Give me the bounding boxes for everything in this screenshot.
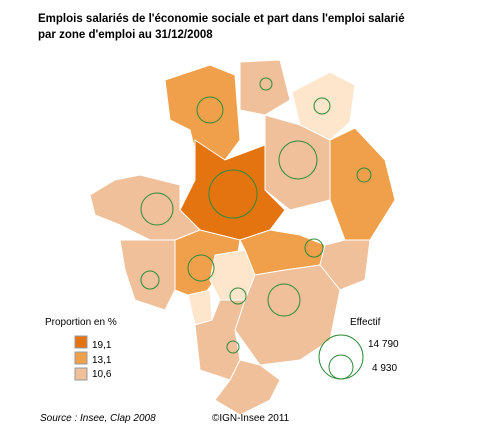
- legend-label: 19,1: [92, 340, 112, 351]
- legend-swatch: [74, 335, 88, 349]
- title-line: par zone d'emploi au 31/12/2008: [38, 29, 213, 41]
- title-line: Emplois salariés de l'économie sociale e…: [38, 13, 405, 25]
- share-legend: Proportion en % 19,1 13,1 10,6: [45, 317, 117, 381]
- legend-label: 14 790: [368, 339, 399, 350]
- zone: [329, 127, 396, 241]
- zone: [194, 299, 246, 381]
- legend-swatch: [74, 367, 88, 381]
- legend-swatch: [74, 351, 88, 365]
- size-circle: [226, 340, 240, 354]
- zone: [214, 359, 281, 416]
- size-circle: [229, 287, 247, 305]
- legend-label: 13,1: [92, 355, 112, 366]
- zone: [119, 239, 176, 311]
- legend-label: 10,6: [92, 369, 112, 380]
- map: [89, 59, 396, 416]
- size-circle: [187, 254, 215, 282]
- legend-circle: [318, 334, 364, 380]
- size-circle: [259, 77, 273, 91]
- size-circle: [313, 97, 331, 115]
- size-circle: [140, 270, 160, 290]
- size-circle: [278, 140, 318, 180]
- size-legend: Effectif 14 790 4 930: [318, 317, 399, 380]
- legend-label: 4 930: [372, 363, 397, 374]
- legend-title: Effectif: [350, 317, 381, 328]
- legend-circle: [328, 354, 354, 380]
- size-circle: [267, 283, 301, 317]
- size-circle: [208, 169, 258, 219]
- size-circle: [356, 167, 372, 183]
- zone: [239, 59, 291, 116]
- copyright: ©IGN-Insee 2011: [212, 413, 290, 424]
- size-circle: [140, 192, 174, 226]
- source: Source : Insee, Clap 2008: [40, 413, 156, 424]
- size-circle: [304, 238, 324, 258]
- legend-title: Proportion en %: [45, 317, 117, 328]
- zone: [187, 289, 213, 326]
- size-circle: [196, 96, 224, 124]
